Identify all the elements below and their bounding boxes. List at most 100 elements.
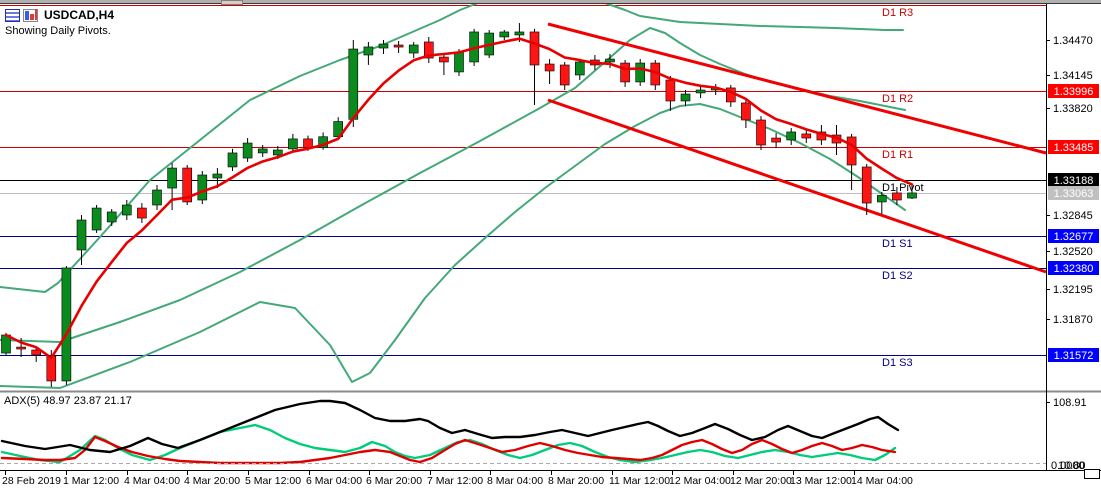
price-badge-label: 1.31572 <box>1054 350 1094 362</box>
time-axis-label: 8 Mar 20:00 <box>548 475 604 487</box>
candle <box>363 41 374 65</box>
candle <box>892 186 902 205</box>
time-axis-label: 28 Feb 2019 <box>2 475 61 487</box>
candle <box>559 61 570 90</box>
candle <box>212 168 223 189</box>
time-axis-label: 14 Mar 04:00 <box>851 475 913 487</box>
candle <box>242 138 253 162</box>
candle <box>31 348 42 362</box>
time-axis-label: 12 Mar 20:00 <box>730 475 792 487</box>
pivot-label: D1 Pivot <box>882 182 924 194</box>
candle <box>152 185 162 210</box>
time-axis-label: 12 Mar 04:00 <box>669 475 731 487</box>
candle <box>227 148 238 171</box>
price-badge <box>1048 173 1099 187</box>
price-badge-label: 1.32380 <box>1054 263 1094 275</box>
price-badge <box>1048 186 1099 200</box>
candle <box>393 40 404 53</box>
price-badge-label: 1.32677 <box>1054 231 1094 243</box>
price-axis-label: 1.33820 <box>1053 103 1093 115</box>
candle <box>106 209 117 226</box>
time-axis-label: 6 Mar 20:00 <box>366 475 422 487</box>
symbol-period-title: USDCAD,H4 <box>44 8 115 22</box>
candle <box>197 170 208 205</box>
candle <box>122 200 132 220</box>
candle <box>288 133 298 152</box>
time-axis-label: 6 Mar 04:00 <box>306 475 362 487</box>
price-badge <box>1048 261 1099 275</box>
time-axis-label: 8 Mar 04:00 <box>487 475 543 487</box>
candle <box>61 265 72 385</box>
candle <box>499 30 510 40</box>
candle <box>741 99 751 129</box>
candle <box>574 59 585 80</box>
candle <box>620 60 630 87</box>
price-badge-label: 1.33485 <box>1054 142 1094 154</box>
pivot-label: D1 R2 <box>882 93 913 105</box>
window-top-border <box>0 0 1101 4</box>
corner-box <box>1084 469 1100 479</box>
time-axis-label: 1 Mar 12:00 <box>63 475 119 487</box>
price-badge <box>1048 348 1099 362</box>
candle <box>786 128 797 145</box>
pivot-label: D1 S3 <box>882 357 913 369</box>
adx-scale-max: 108.91 <box>1053 397 1087 409</box>
price-axis-label: 1.34470 <box>1053 35 1093 47</box>
price-axis[interactable]: 1.34470 1.34145 1.33996 1.33820 1.33485 1.331… <box>1046 4 1099 472</box>
price-badge <box>1048 84 1099 98</box>
pivot-label: D1 R1 <box>882 149 913 161</box>
candle <box>907 184 917 200</box>
pivot-label: D1 S1 <box>882 238 913 250</box>
candle <box>695 85 706 99</box>
candle <box>771 133 781 149</box>
time-axis-label: 13 Mar 12:00 <box>790 475 852 487</box>
trend-channel[interactable] <box>547 22 1047 274</box>
price-badge-label: 1.33188 <box>1054 175 1094 187</box>
time-axis-label: 7 Mar 12:00 <box>427 475 483 487</box>
price-axis-label: 1.34145 <box>1053 70 1093 82</box>
time-axis-label: 4 Mar 20:00 <box>184 475 240 487</box>
chart-comment: Showing Daily Pivots. <box>5 25 111 37</box>
chart-header: USDCAD,H4 Showing Daily Pivots. <box>5 8 114 37</box>
candle <box>876 191 887 214</box>
candle <box>680 90 691 106</box>
chart-list-icon[interactable] <box>5 8 20 22</box>
adx-scale-min: 10.80 <box>1058 460 1086 472</box>
candle <box>423 36 434 64</box>
window-splitter-handle[interactable] <box>221 0 243 5</box>
price-axis-label: 1.32845 <box>1053 210 1093 222</box>
pivot-labels: D1 R3 D1 R2 D1 R1 D1 Pivot D1 S1 D1 S2 D1 S3 <box>882 7 924 369</box>
price-axis-label: 1.31870 <box>1053 314 1093 326</box>
time-axis[interactable]: 28 Feb 2019 1 Mar 12:00 4 Mar 04:00 4 Mar 2… <box>0 470 1101 487</box>
candle <box>439 54 449 75</box>
bar-chart-icon[interactable] <box>23 8 38 22</box>
time-axis-label: 5 Mar 12:00 <box>245 475 301 487</box>
time-axis-label: 11 Mar 12:00 <box>609 475 670 487</box>
price-badge-label: 1.33996 <box>1054 86 1094 98</box>
candle <box>167 163 177 210</box>
candle <box>846 133 857 190</box>
adx-label: ADX(5) 48.97 23.87 21.17 <box>4 395 132 407</box>
candle <box>861 163 872 215</box>
price-axis-label: 1.32195 <box>1053 284 1093 296</box>
price-badge <box>1048 229 1099 243</box>
price-badge-label: 1.33063 <box>1054 188 1094 200</box>
price-badge <box>1048 140 1099 154</box>
time-axis-label: 4 Mar 04:00 <box>124 475 180 487</box>
candle <box>756 116 766 150</box>
candle <box>408 41 419 59</box>
moving-average <box>4 37 914 360</box>
candle <box>91 205 102 233</box>
candle <box>544 59 555 85</box>
adx-scale-min: 0.0000 <box>1051 460 1085 472</box>
candle <box>635 59 646 86</box>
adx-pane[interactable]: ADX(5) 48.97 23.87 21.17 <box>0 390 1101 465</box>
candle <box>257 145 268 157</box>
candle <box>76 215 87 265</box>
candle <box>801 130 812 144</box>
price-axis-label: 1.32520 <box>1053 246 1093 258</box>
candle <box>529 28 540 105</box>
candle <box>378 40 389 55</box>
